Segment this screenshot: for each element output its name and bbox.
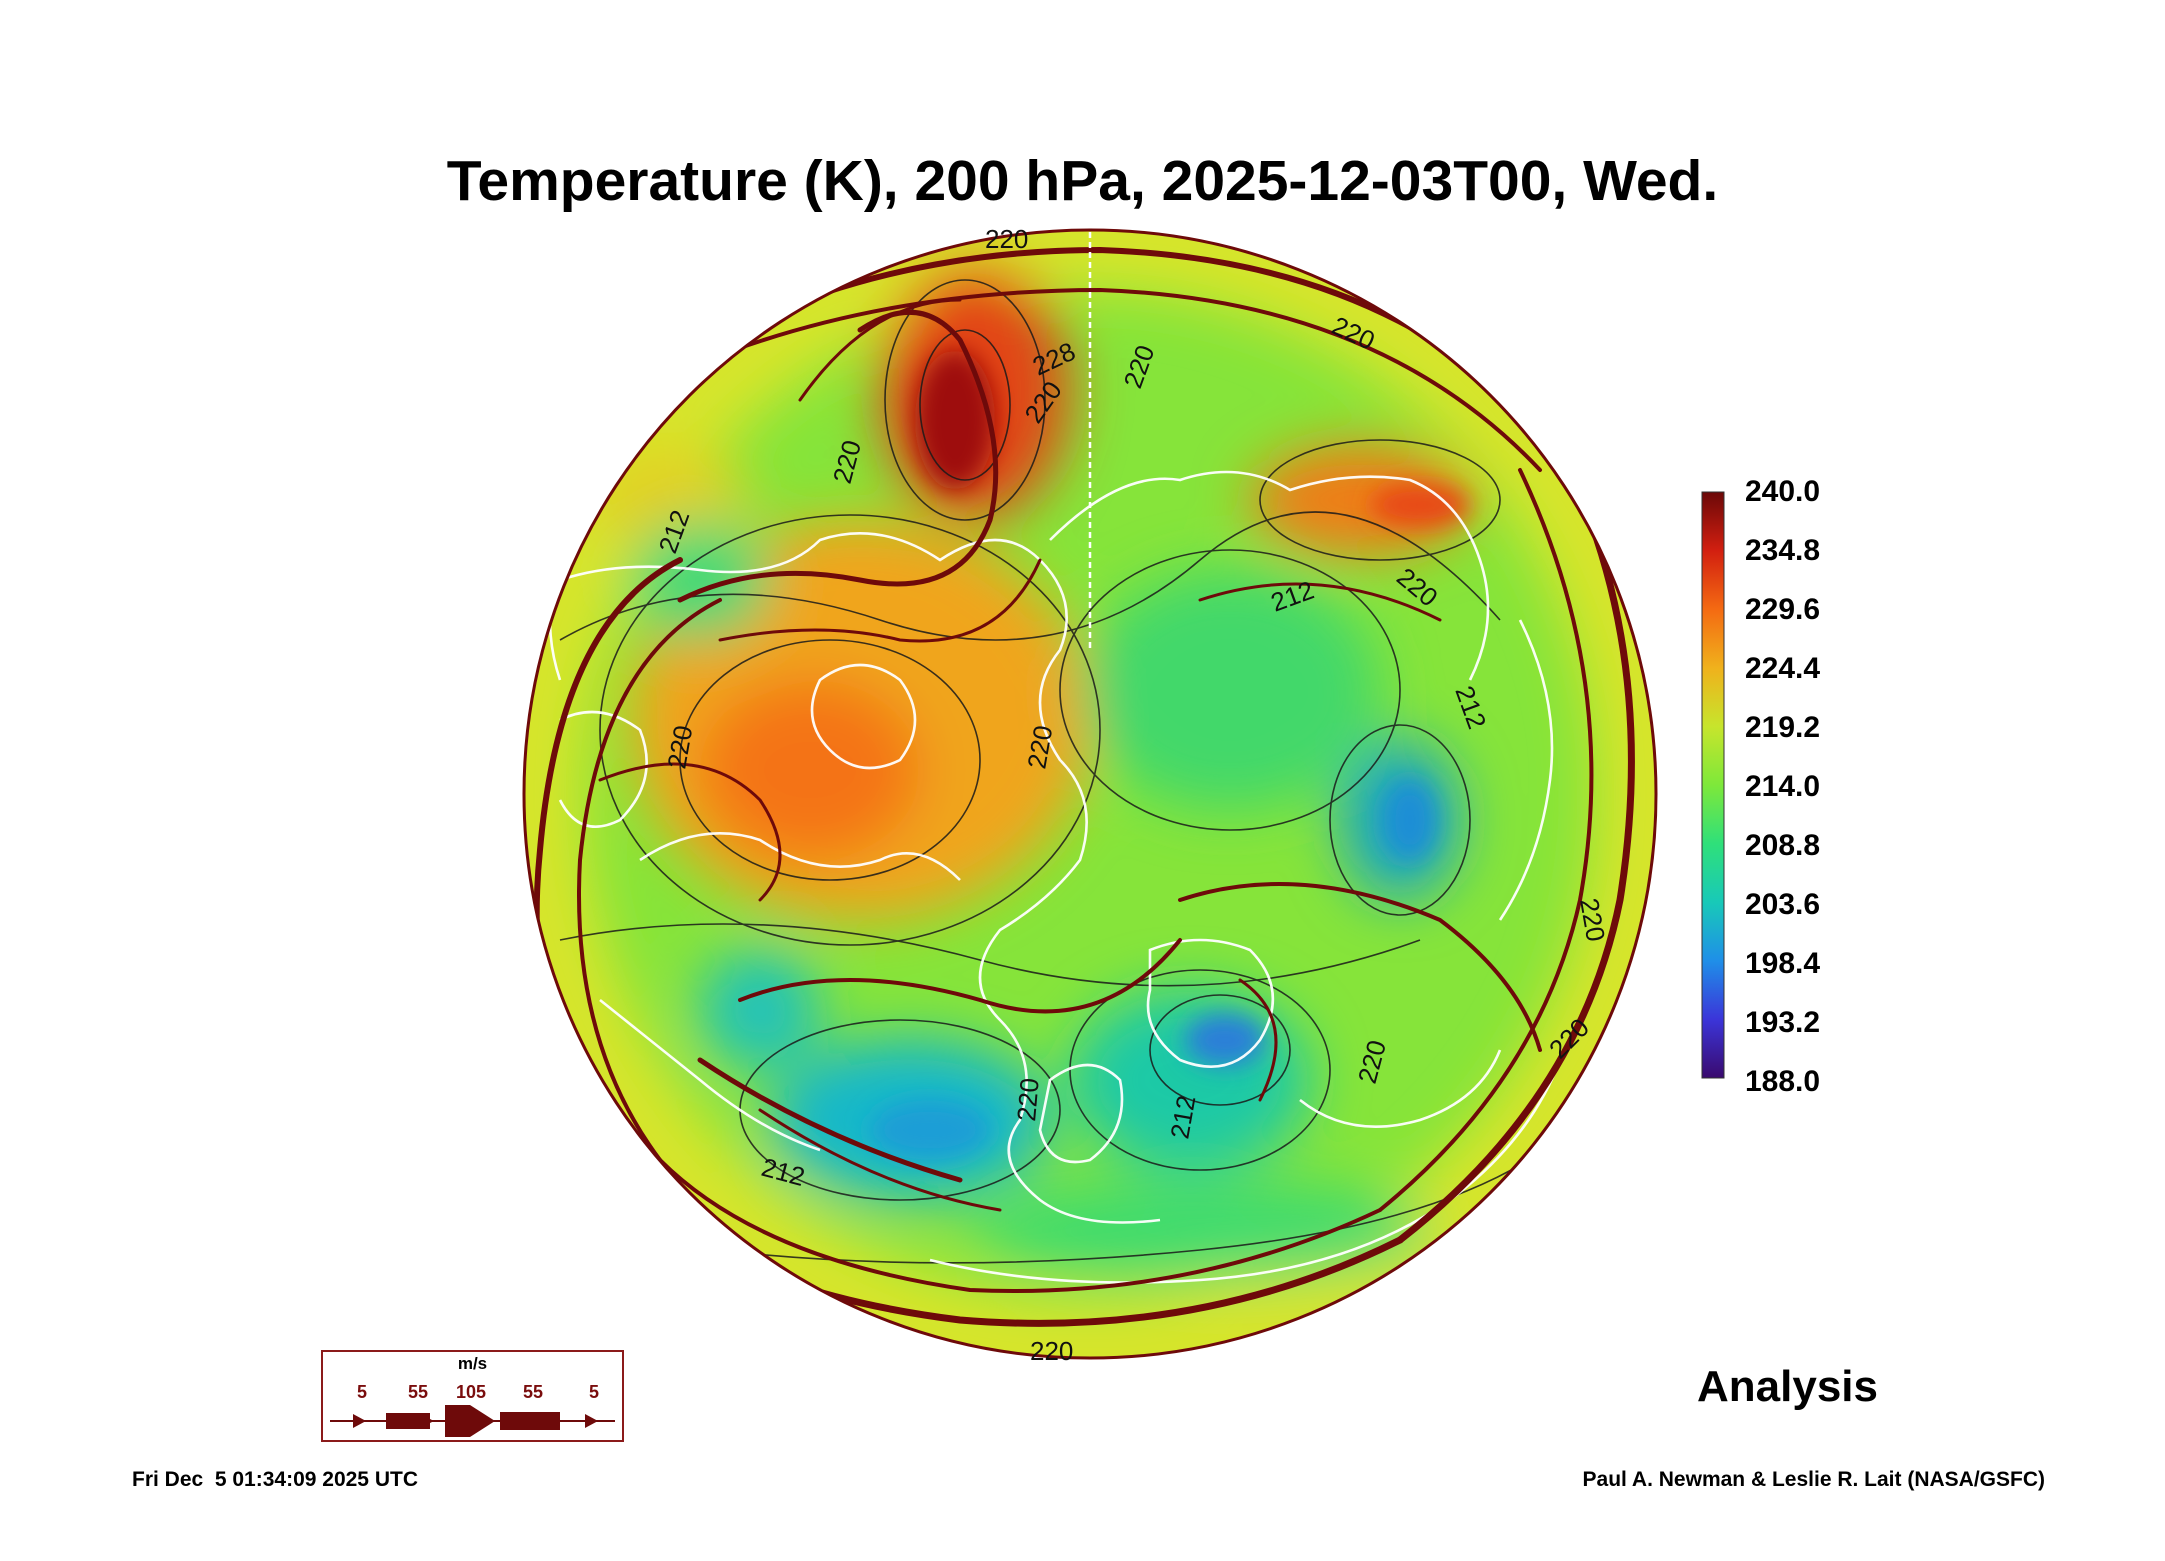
- colorbar-label: 219.2: [1745, 711, 1821, 744]
- wind-legend-speed: 55: [523, 1382, 544, 1402]
- wind-legend-unit: m/s: [457, 1354, 488, 1373]
- contour-label: 212: [1164, 1093, 1201, 1141]
- wind-legend-arrow: [330, 1405, 615, 1437]
- wind-legend-speed: 55: [408, 1382, 429, 1402]
- contour-label: 220: [1574, 896, 1611, 944]
- contour-label: 220: [1021, 723, 1058, 771]
- colorbar-label: 193.2: [1745, 1006, 1821, 1039]
- colorbar-label: 229.6: [1745, 593, 1821, 626]
- colorbar: [1701, 491, 1725, 1079]
- wind-legend-speed: 5: [589, 1382, 600, 1402]
- colorbar-label: 188.0: [1745, 1065, 1821, 1098]
- footer-timestamp: Fri Dec 5 01:34:09 2025 UTC: [132, 1468, 418, 1491]
- contour-label: 220: [985, 224, 1028, 254]
- wind-legend-speed: 105: [456, 1382, 487, 1402]
- contour-label: 220: [661, 723, 698, 771]
- wind-speed-legend: m/s 5 55 105 55 5: [321, 1350, 624, 1442]
- wind-legend-speed: 5: [357, 1382, 368, 1402]
- colorbar-label: 208.8: [1745, 829, 1821, 862]
- footer-credit: Paul A. Newman & Leslie R. Lait (NASA/GS…: [1582, 1468, 2045, 1491]
- contour-label: 220: [1030, 1336, 1073, 1366]
- colorbar-label: 234.8: [1745, 534, 1821, 567]
- analysis-label: Analysis: [1697, 1362, 1878, 1411]
- contour-label: 220: [1011, 1077, 1045, 1123]
- colorbar-label: 224.4: [1745, 652, 1821, 685]
- colorbar-label: 214.0: [1745, 770, 1821, 803]
- colorbar-label: 203.6: [1745, 888, 1821, 921]
- colorbar-label: 240.0: [1745, 475, 1821, 508]
- map-title: Temperature (K), 200 hPa, 2025-12-03T00,…: [446, 149, 1719, 213]
- colorbar-label: 198.4: [1745, 947, 1821, 980]
- temperature-field: [524, 230, 1656, 1358]
